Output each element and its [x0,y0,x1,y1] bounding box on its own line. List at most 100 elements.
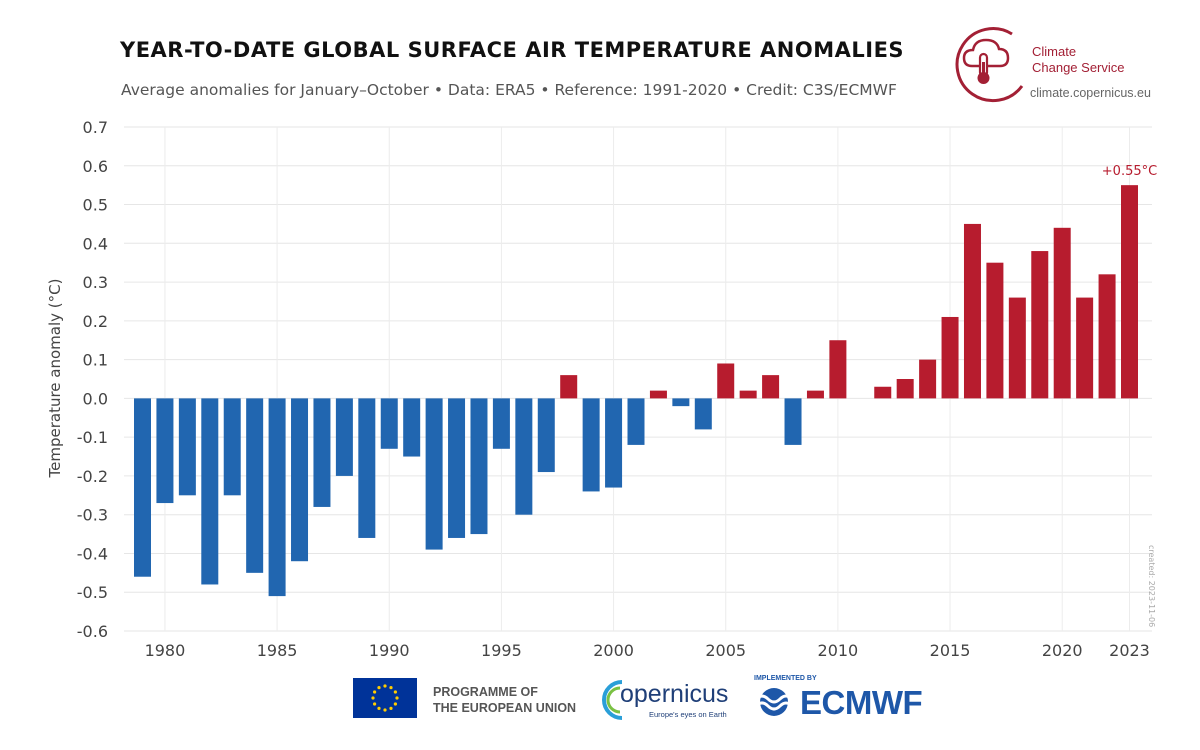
y-tick-label: 0.4 [83,234,108,253]
bar-1999 [582,398,600,492]
y-tick-label: -0.5 [77,583,108,602]
eu-star-icon [395,696,399,700]
bar-1985 [268,398,286,597]
bar-1988 [335,398,353,476]
bar-2013 [896,379,914,399]
bar-2015 [941,316,959,399]
created-note: created: 2023-11-06 [1147,545,1156,628]
x-tick-label: 2020 [1042,641,1083,660]
bar-1996 [515,398,533,515]
eu-line1: PROGRAMME OF [433,685,538,699]
x-tick-label: 2023 [1109,641,1150,660]
bar-1980 [156,398,174,504]
y-tick-label: 0.2 [83,312,108,331]
bar-1998 [560,375,578,399]
bar-1982 [201,398,219,585]
bar-1986 [291,398,309,562]
c3s-url[interactable]: climate.copernicus.eu [1030,86,1151,100]
bar-1995 [492,398,510,449]
eu-line2: THE EUROPEAN UNION [433,701,577,715]
bar-1989 [358,398,376,538]
y-tick-label: 0.6 [83,157,108,176]
c3s-name-line2: Change Service [1032,60,1125,75]
bar-2000 [605,398,623,488]
bar-2004 [694,398,712,430]
y-tick-label: -0.3 [77,506,108,525]
ecmwf-implemented-label: IMPLEMENTED BY [754,675,817,682]
copernicus-tagline: Europe's eyes on Earth [649,710,727,719]
x-tick-label: 2000 [593,641,634,660]
footer-logos: PROGRAMME OF THE EUROPEAN UNION opernicu… [0,660,1200,740]
eu-star-icon [393,702,397,706]
y-tick-labels: 0.7 0.6 0.5 0.4 0.3 0.2 0.1 0.0 -0.1 -0.2 -0.3 -0.4… [77,118,108,641]
x-tick-labels: 1980 1985 1990 1995 2000 2005 2010 2015 2020 2023 [145,641,1150,660]
bar-1992 [425,398,443,550]
bar-2001 [627,398,645,445]
y-tick-label: -0.2 [77,467,108,486]
y-tick-label: 0.0 [83,389,108,408]
eu-star-icon [393,690,397,694]
page-subtitle: Average anomalies for January–October • … [121,81,897,99]
y-tick-label: -0.1 [77,428,108,447]
c3s-emblem-icon [955,27,1024,103]
c3s-name-line1: Climate [1032,44,1077,59]
bar-2023 [1121,185,1138,399]
bar-1991 [403,398,421,457]
bar-1994 [470,398,488,535]
c3s-name: Climate Change Service [1032,44,1125,76]
ecmwf-wave-icon [754,688,794,716]
bar-2022 [1098,274,1116,399]
eu-star-icon [383,708,387,712]
bar-2003 [672,398,690,407]
y-tick-label: 0.3 [83,273,108,292]
bar-1987 [313,398,331,507]
bar-1981 [178,398,196,496]
eu-star-icon [371,696,375,700]
eu-star-icon [377,686,381,690]
bar-2014 [919,359,937,399]
bar-1990 [380,398,398,449]
y-tick-label: -0.4 [77,544,108,563]
x-tick-label: 1985 [257,641,298,660]
bar-2016 [963,223,981,399]
x-tick-label: 1995 [481,641,522,660]
x-tick-label: 1980 [145,641,186,660]
eu-star-icon [389,706,393,710]
x-tick-label: 2010 [818,641,859,660]
y-tick-label: -0.6 [77,622,108,641]
bar-1997 [537,398,555,473]
bar-2017 [986,262,1004,399]
ecmwf-wordmark: ECMWF [800,684,923,721]
x-tick-label: 1990 [369,641,410,660]
c3s-logo[interactable]: Climate Change Service climate.copernicu… [950,26,1170,106]
bar-2005 [717,363,735,399]
bar-1993 [448,398,466,538]
y-tick-label: 0.5 [83,196,108,215]
eu-flag-icon [353,678,417,718]
bars [134,185,1138,597]
eu-star-icon [377,706,381,710]
data-label-2023: +0.55°C [1102,164,1157,179]
eu-star-icon [389,686,393,690]
bar-2006 [739,390,757,399]
bar-2009 [806,390,824,399]
bar-2021 [1076,297,1094,399]
bar-2010 [829,340,847,399]
bar-1983 [223,398,241,496]
x-tick-label: 2015 [930,641,971,660]
bar-1979 [134,398,151,577]
page-title: YEAR-TO-DATE GLOBAL SURFACE AIR TEMPERAT… [120,38,905,62]
copernicus-logo-icon [602,680,623,720]
eu-star-icon [373,702,377,706]
y-tick-label: 0.7 [83,118,108,137]
eu-star-icon [383,684,387,688]
bar-2002 [649,390,667,399]
bar-2018 [1008,297,1026,399]
bar-1984 [246,398,264,573]
bar-2008 [784,398,802,445]
y-axis-label: Temperature anomaly (°C) [46,279,64,479]
eu-star-icon [373,690,377,694]
x-tick-label: 2005 [705,641,746,660]
copernicus-wordmark: opernicus [620,680,729,708]
